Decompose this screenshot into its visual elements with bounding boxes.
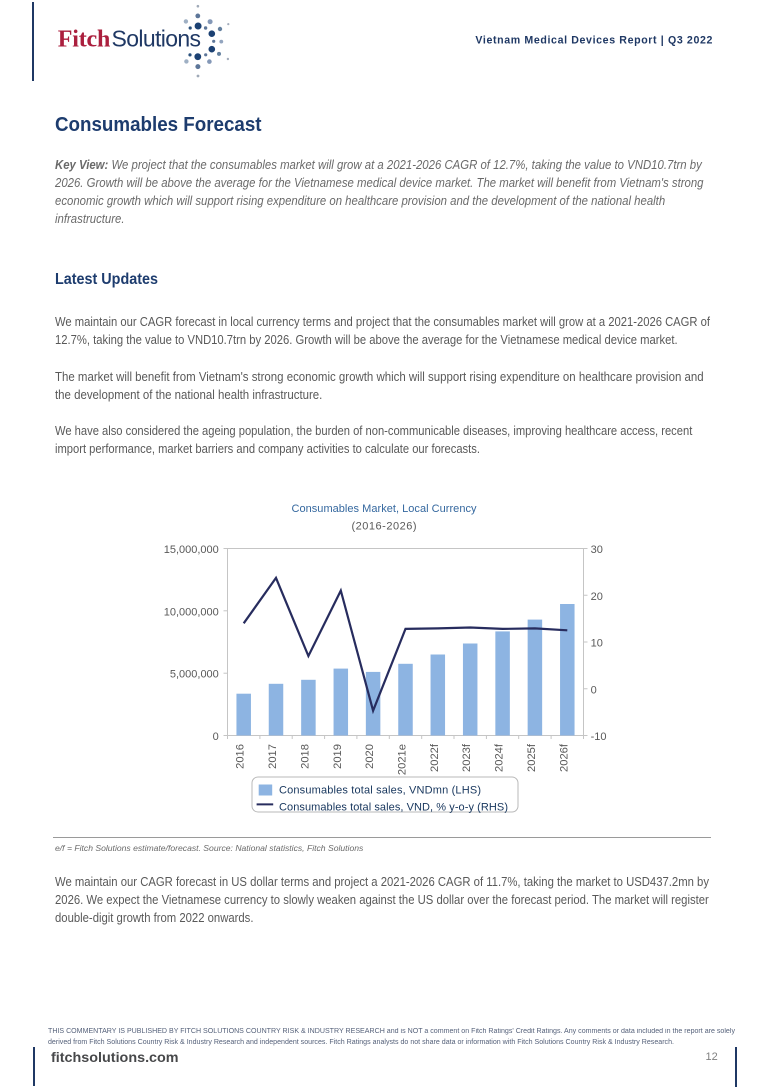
svg-text:2020: 2020 [364,744,376,769]
svg-text:2023f: 2023f [461,743,473,772]
svg-text:2024f: 2024f [494,743,506,772]
svg-text:10: 10 [591,638,603,650]
svg-text:2016: 2016 [235,744,247,769]
svg-text:10,000,000: 10,000,000 [164,606,219,618]
svg-text:15,000,000: 15,000,000 [164,544,219,556]
svg-text:Consumables Market, Local Curr: Consumables Market, Local Currency [292,503,478,515]
svg-text:5,000,000: 5,000,000 [170,669,219,681]
svg-text:Vietnam Medical Devices Report: Vietnam Medical Devices Report | Q3 2022 [475,34,712,46]
svg-text:2017: 2017 [267,744,279,769]
svg-text:Solutions: Solutions [112,25,202,51]
svg-text:0: 0 [591,684,597,696]
svg-text:2019: 2019 [332,744,344,769]
svg-text:Fitch: Fitch [58,26,111,52]
svg-text:2022f: 2022f [429,743,441,772]
svg-text:-10: -10 [591,731,607,743]
svg-text:Consumables total sales, VNDmn: Consumables total sales, VNDmn (LHS) [279,785,481,797]
svg-text:Consumables total sales, VND,: Consumables total sales, VND, % y-o-y (R… [279,802,508,814]
svg-text:0: 0 [213,731,219,743]
svg-text:20: 20 [591,591,603,603]
svg-text:2021e: 2021e [397,744,409,775]
svg-text:30: 30 [591,544,603,556]
svg-text:(2016-2026): (2016-2026) [352,521,417,533]
svg-text:2026f: 2026f [558,743,570,772]
svg-text:2018: 2018 [299,744,311,769]
svg-text:2025f: 2025f [526,743,538,772]
